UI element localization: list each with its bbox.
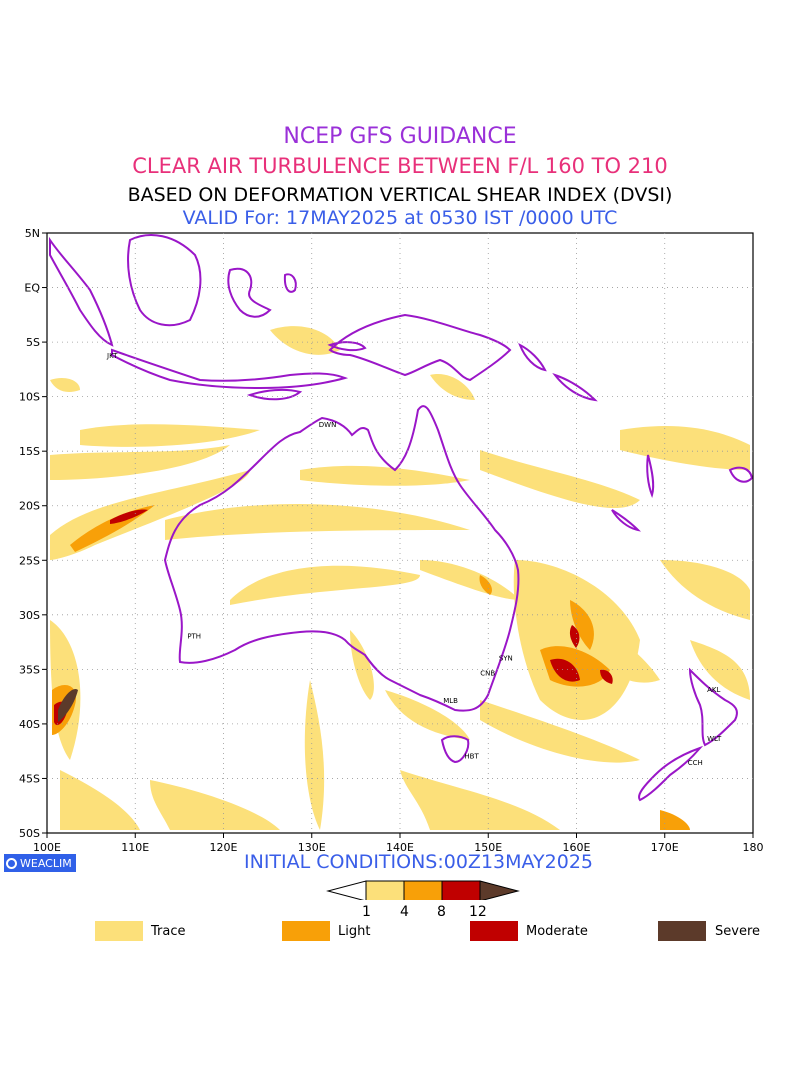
legend-label-severe: Severe xyxy=(715,924,760,939)
weaclim-logo: WEACLIM xyxy=(4,854,76,872)
colorbar-label-1: 1 xyxy=(362,904,371,920)
legend-label-light: Light xyxy=(338,924,371,939)
coastline xyxy=(49,234,754,802)
y-tick-label: 5S xyxy=(26,336,40,349)
colorbar-trace xyxy=(365,880,405,900)
city-label-syn: SYN xyxy=(499,654,513,662)
legend-label-moderate: Moderate xyxy=(526,924,588,939)
gridlines xyxy=(47,233,753,833)
legend-label-trace: Trace xyxy=(151,924,186,939)
x-tick-label: 130E xyxy=(298,841,326,854)
x-tick-label: 160E xyxy=(563,841,591,854)
x-tick-label: 100E xyxy=(33,841,61,854)
city-label-hbt: HBT xyxy=(464,753,479,761)
y-tick-label: 45S xyxy=(19,772,40,785)
x-tick-label: 110E xyxy=(121,841,149,854)
turbulence-shading xyxy=(50,326,750,830)
colorbar-light xyxy=(403,880,443,900)
legend-swatch-severe xyxy=(658,921,706,941)
y-tick-label: 25S xyxy=(19,554,40,567)
colorbar-label-4: 4 xyxy=(400,904,409,920)
x-tick-label: 140E xyxy=(386,841,414,854)
y-tick-label: 50S xyxy=(19,827,40,840)
city-label-pth: PTH xyxy=(187,633,201,641)
city-label-dwn: DWN xyxy=(319,421,337,429)
title-line-4: VALID For: 17MAY2025 at 0530 IST /0000 U… xyxy=(182,207,618,229)
initial-conditions: INITIAL CONDITIONS:00Z13MAY2025 xyxy=(244,851,594,873)
legend-swatch-moderate xyxy=(470,921,518,941)
colorbar-label-12: 12 xyxy=(469,904,487,920)
city-label-akl: AKL xyxy=(707,686,720,694)
city-label-mlb: MLB xyxy=(443,697,458,705)
colorbar-label-8: 8 xyxy=(437,904,446,920)
y-tick-label: 15S xyxy=(19,445,40,458)
x-tick-label: 120E xyxy=(210,841,238,854)
colorbar-under-arrow xyxy=(326,880,367,900)
colorbar-moderate xyxy=(441,880,481,900)
legend-swatch-trace xyxy=(95,921,143,941)
y-tick-label: 35S xyxy=(19,663,40,676)
logo-circle-icon xyxy=(6,857,17,869)
y-tick-label: EQ xyxy=(24,282,40,295)
x-tick-label: 170E xyxy=(651,841,679,854)
city-label-cch: CCH xyxy=(688,759,703,767)
y-tick-label: 40S xyxy=(19,718,40,731)
colorbar-severe-arrow xyxy=(479,880,520,900)
x-tick-label: 180 xyxy=(743,841,764,854)
title-line-2: CLEAR AIR TURBULENCE BETWEEN F/L 160 TO … xyxy=(132,154,668,178)
title-line-3: BASED ON DEFORMATION VERTICAL SHEAR INDE… xyxy=(127,184,673,206)
x-tick-label: 150E xyxy=(474,841,502,854)
legend-swatch-light xyxy=(282,921,330,941)
x-ticks: 100E 110E 120E 130E 140E 150E 160E 170E 180 xyxy=(33,833,764,854)
city-label-cnb: CNB xyxy=(480,670,495,678)
city-markers: JKT DWN PTH SYN CNB MLB HBT AKL WLT CCH xyxy=(106,352,722,767)
brand-text: WEACLIM xyxy=(20,856,72,870)
y-tick-label: 10S xyxy=(19,391,40,404)
title-line-1: NCEP GFS GUIDANCE xyxy=(283,124,517,149)
city-label-wlt: WLT xyxy=(707,735,722,743)
city-label-jkt: JKT xyxy=(106,352,118,360)
turbulence-map: 100E 110E 120E 130E 140E 150E 160E 170E 180 5N EQ… xyxy=(19,227,764,900)
y-ticks: 5N EQ 5S 10S 15S 20S 25S 30S 35S 40S 45S 50S xyxy=(19,227,47,840)
colorbar xyxy=(326,880,520,900)
y-tick-label: 20S xyxy=(19,500,40,513)
y-tick-label: 30S xyxy=(19,609,40,622)
y-tick-label: 5N xyxy=(25,227,40,240)
